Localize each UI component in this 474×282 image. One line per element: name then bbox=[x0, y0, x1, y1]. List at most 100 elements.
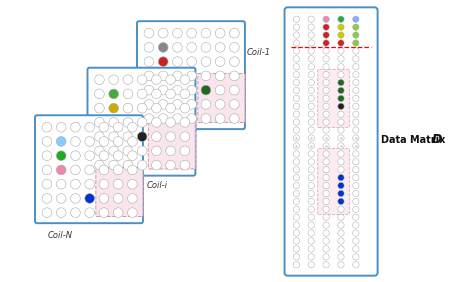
Circle shape bbox=[308, 158, 314, 165]
Circle shape bbox=[323, 190, 329, 197]
Circle shape bbox=[353, 214, 359, 221]
Circle shape bbox=[293, 206, 300, 213]
Circle shape bbox=[144, 71, 154, 81]
Circle shape bbox=[338, 246, 344, 252]
Circle shape bbox=[42, 208, 52, 217]
Circle shape bbox=[123, 89, 133, 99]
Circle shape bbox=[187, 71, 197, 81]
Circle shape bbox=[201, 43, 211, 52]
Circle shape bbox=[338, 80, 344, 86]
Circle shape bbox=[323, 254, 329, 260]
Circle shape bbox=[113, 179, 123, 189]
Circle shape bbox=[187, 114, 197, 124]
Circle shape bbox=[180, 160, 190, 170]
Circle shape bbox=[229, 71, 239, 81]
Circle shape bbox=[144, 114, 154, 124]
Circle shape bbox=[85, 165, 94, 175]
FancyBboxPatch shape bbox=[318, 149, 349, 215]
Circle shape bbox=[166, 118, 175, 127]
Circle shape bbox=[56, 165, 66, 175]
FancyBboxPatch shape bbox=[88, 68, 195, 176]
Circle shape bbox=[144, 85, 154, 95]
Circle shape bbox=[323, 40, 329, 46]
Circle shape bbox=[293, 143, 300, 149]
Circle shape bbox=[353, 135, 359, 141]
Circle shape bbox=[308, 111, 314, 117]
Circle shape bbox=[353, 119, 359, 125]
Circle shape bbox=[323, 246, 329, 252]
Circle shape bbox=[308, 72, 314, 78]
Circle shape bbox=[323, 119, 329, 125]
Circle shape bbox=[166, 160, 175, 170]
Circle shape bbox=[293, 80, 300, 86]
Circle shape bbox=[99, 165, 109, 175]
Circle shape bbox=[201, 57, 211, 67]
Circle shape bbox=[323, 87, 329, 94]
Circle shape bbox=[353, 246, 359, 252]
Circle shape bbox=[293, 111, 300, 117]
Circle shape bbox=[187, 43, 197, 52]
Circle shape bbox=[308, 32, 314, 38]
Circle shape bbox=[353, 80, 359, 86]
Circle shape bbox=[323, 127, 329, 133]
Circle shape bbox=[338, 103, 344, 109]
Circle shape bbox=[158, 43, 168, 52]
Circle shape bbox=[71, 122, 80, 132]
Circle shape bbox=[338, 32, 344, 38]
Circle shape bbox=[128, 208, 137, 217]
Circle shape bbox=[323, 80, 329, 86]
Circle shape bbox=[308, 198, 314, 204]
Circle shape bbox=[338, 167, 344, 173]
Circle shape bbox=[353, 143, 359, 149]
Circle shape bbox=[338, 238, 344, 244]
Circle shape bbox=[353, 87, 359, 94]
Circle shape bbox=[229, 28, 239, 38]
Circle shape bbox=[353, 222, 359, 228]
Circle shape bbox=[353, 158, 359, 165]
Circle shape bbox=[293, 56, 300, 62]
Circle shape bbox=[323, 175, 329, 181]
Circle shape bbox=[166, 75, 175, 85]
Circle shape bbox=[323, 103, 329, 109]
Circle shape bbox=[353, 175, 359, 181]
Circle shape bbox=[323, 167, 329, 173]
FancyBboxPatch shape bbox=[318, 69, 349, 127]
Circle shape bbox=[56, 122, 66, 132]
Circle shape bbox=[215, 28, 225, 38]
Circle shape bbox=[353, 262, 359, 268]
Circle shape bbox=[109, 75, 118, 85]
Circle shape bbox=[293, 254, 300, 260]
Circle shape bbox=[71, 208, 80, 217]
Circle shape bbox=[95, 118, 104, 127]
Circle shape bbox=[308, 95, 314, 102]
Circle shape bbox=[323, 56, 329, 62]
Circle shape bbox=[99, 151, 109, 160]
Circle shape bbox=[323, 206, 329, 213]
Circle shape bbox=[323, 24, 329, 30]
Circle shape bbox=[338, 119, 344, 125]
Circle shape bbox=[42, 179, 52, 189]
Circle shape bbox=[123, 160, 133, 170]
Circle shape bbox=[353, 32, 359, 38]
Circle shape bbox=[144, 28, 154, 38]
Circle shape bbox=[323, 214, 329, 221]
Circle shape bbox=[56, 136, 66, 146]
Circle shape bbox=[293, 48, 300, 54]
Circle shape bbox=[166, 132, 175, 142]
Circle shape bbox=[338, 254, 344, 260]
Circle shape bbox=[158, 85, 168, 95]
Circle shape bbox=[173, 100, 182, 109]
Circle shape bbox=[293, 238, 300, 244]
Circle shape bbox=[56, 193, 66, 203]
Circle shape bbox=[338, 48, 344, 54]
Circle shape bbox=[187, 100, 197, 109]
Circle shape bbox=[166, 103, 175, 113]
Circle shape bbox=[144, 100, 154, 109]
Circle shape bbox=[323, 182, 329, 189]
Circle shape bbox=[308, 48, 314, 54]
Circle shape bbox=[323, 238, 329, 244]
Circle shape bbox=[308, 80, 314, 86]
Circle shape bbox=[293, 63, 300, 70]
Circle shape bbox=[293, 222, 300, 228]
Circle shape bbox=[42, 136, 52, 146]
